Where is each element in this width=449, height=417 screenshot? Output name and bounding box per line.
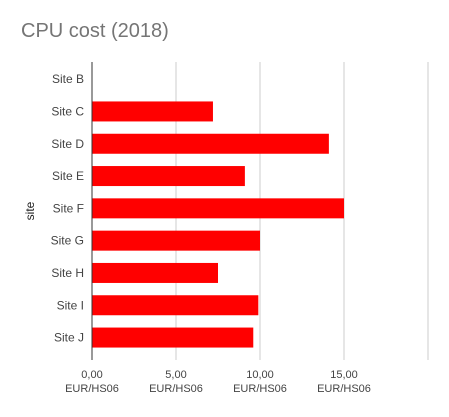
tick-label: 15,00	[330, 369, 358, 381]
tick-unit-label: EUR/HS06	[233, 383, 287, 395]
bar	[92, 101, 213, 122]
category-label: Site B	[52, 72, 84, 86]
bar	[92, 327, 254, 348]
category-label: Site C	[51, 104, 84, 118]
bar	[92, 230, 260, 251]
bar	[92, 133, 329, 154]
category-label: Site E	[52, 169, 84, 183]
tick-unit-label: EUR/HS06	[317, 383, 371, 395]
bar	[92, 295, 259, 316]
tick-labels: 0,00 EUR/HS06 5,00 EUR/HS06 10,00 EUR/HS06 15,…	[65, 369, 371, 395]
bar	[92, 262, 218, 283]
tick-label: 5,00	[165, 369, 186, 381]
chart-title: CPU cost (2018)	[21, 20, 169, 42]
category-label: Site J	[54, 331, 84, 345]
category-label: Site H	[51, 266, 84, 280]
category-labels: Site B Site C Site D Site E Site F Site G Site…	[51, 72, 85, 344]
tick-unit-label: EUR/HS06	[149, 383, 203, 395]
tick-label: 10,00	[246, 369, 274, 381]
bar	[92, 166, 245, 187]
category-label: Site G	[51, 234, 84, 248]
tick-unit-label: EUR/HS06	[65, 383, 119, 395]
category-label: Site D	[51, 137, 84, 151]
category-label: Site I	[57, 298, 84, 312]
y-axis-label: site	[23, 201, 37, 220]
bar	[92, 198, 344, 219]
category-label: Site F	[53, 201, 84, 215]
bars	[92, 101, 344, 348]
tick-label: 0,00	[81, 369, 102, 381]
